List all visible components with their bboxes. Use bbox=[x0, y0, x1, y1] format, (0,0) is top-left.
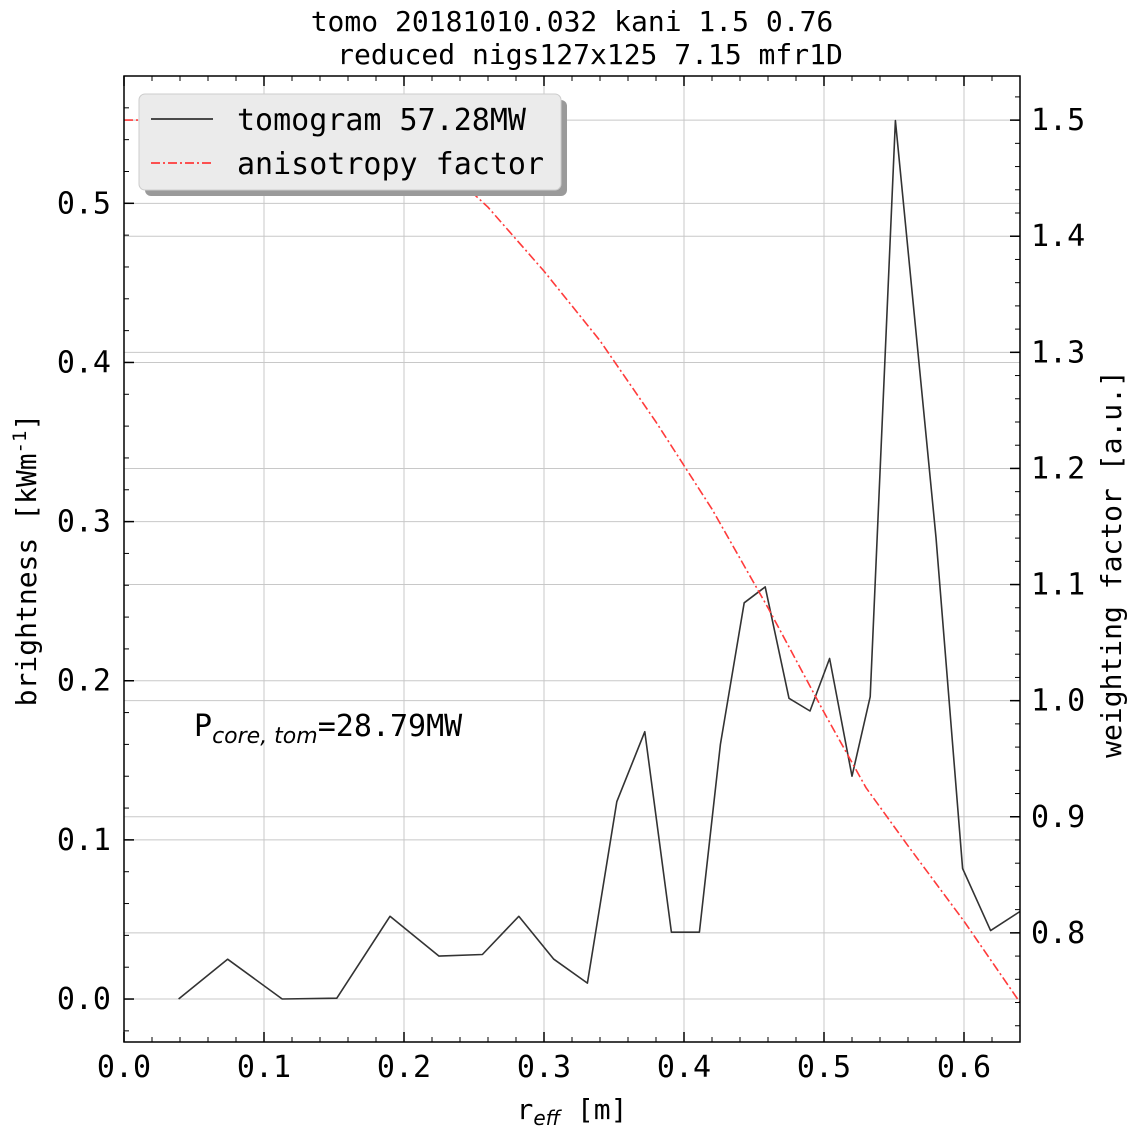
chart-title-line2: reduced nigs127x125 7.15 mfr1D bbox=[337, 38, 843, 71]
y-left-tick-label: 0.4 bbox=[57, 345, 111, 380]
series-layer bbox=[124, 119, 1021, 1003]
y-right-tick-label: 1.0 bbox=[1031, 684, 1085, 719]
y-left-tick-label: 0.1 bbox=[57, 823, 111, 858]
tick-labels: 0.0 0.1 0.2 0.3 0.4 0.5 0.6 0.0 0.1 0.2 0.3 0.4 0.5 0… bbox=[57, 103, 1085, 1085]
core-power-annotation: Pcore, tom=28.79MW bbox=[194, 709, 463, 749]
y-right-tick-label: 1.2 bbox=[1031, 451, 1085, 486]
legend-box bbox=[138, 93, 562, 191]
y-right-tick-label: 0.8 bbox=[1031, 916, 1085, 951]
grid bbox=[123, 76, 1020, 1042]
series-tomogram-line bbox=[178, 119, 1021, 1000]
x-tick-label: 0.3 bbox=[517, 1050, 571, 1085]
y-left-tick-label: 0.0 bbox=[57, 982, 111, 1017]
x-tick-label: 0.6 bbox=[937, 1050, 991, 1085]
y-left-tick-label: 0.3 bbox=[57, 505, 111, 540]
ticks bbox=[123, 76, 1021, 1042]
x-tick-label: 0.4 bbox=[657, 1050, 711, 1085]
y-axis-left-label: brightness [kWm-1] bbox=[9, 414, 43, 707]
x-tick-label: 0.2 bbox=[377, 1050, 431, 1085]
plot-frame bbox=[123, 75, 1021, 1043]
y-right-tick-label: 1.4 bbox=[1031, 219, 1085, 254]
legend-anisotropy-label: anisotropy factor bbox=[237, 147, 544, 182]
y-left-tick-label: 0.5 bbox=[57, 186, 111, 221]
y-right-tick-label: 1.5 bbox=[1031, 103, 1085, 138]
chart-title-line1: tomo 20181010.032 kani 1.5 0.76 bbox=[311, 5, 834, 38]
y-right-tick-label: 1.3 bbox=[1031, 335, 1085, 370]
x-axis-label: reff [m] bbox=[516, 1093, 627, 1130]
y-right-tick-label: 1.1 bbox=[1031, 568, 1085, 603]
y-axis-right-label: weighting factor [a.u.] bbox=[1095, 370, 1128, 758]
x-tick-label: 0.0 bbox=[97, 1050, 151, 1085]
x-tick-label: 0.5 bbox=[797, 1050, 851, 1085]
y-right-tick-label: 0.9 bbox=[1031, 800, 1085, 835]
legend-tomogram-label: tomogram 57.28MW bbox=[237, 103, 527, 138]
y-left-tick-label: 0.2 bbox=[57, 664, 111, 699]
legend: tomogram 57.28MW anisotropy factor bbox=[138, 93, 567, 196]
x-tick-label: 0.1 bbox=[237, 1050, 291, 1085]
series-anisotropy-line bbox=[124, 119, 1021, 1003]
